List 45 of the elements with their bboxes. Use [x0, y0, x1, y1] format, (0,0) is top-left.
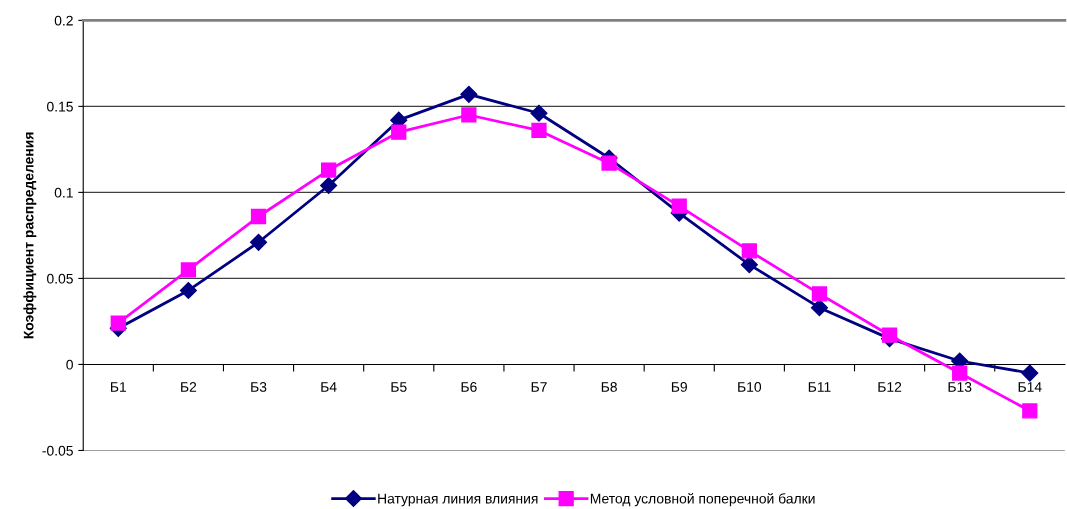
point — [460, 85, 478, 103]
point — [179, 281, 197, 300]
x-tick-label: Б8 — [601, 382, 617, 392]
legend-label: Натурная линия влияния — [378, 493, 538, 507]
point — [530, 104, 548, 122]
x-tick-label: Б5 — [391, 382, 407, 392]
point — [952, 365, 968, 381]
point — [1022, 403, 1038, 419]
x-tick-label: Б3 — [251, 382, 267, 392]
x-tick-label: Б2 — [181, 382, 197, 392]
y-axis-title: Коэффициент распределения — [23, 132, 37, 339]
point — [601, 155, 617, 171]
point — [881, 327, 898, 343]
point — [811, 286, 828, 302]
x-tick-label: Б10 — [738, 382, 762, 392]
y-tick-label: 0.2 — [54, 15, 73, 26]
x-tick-label: Б6 — [461, 382, 477, 392]
point — [1021, 364, 1039, 382]
y-tick-label: 0 — [66, 359, 73, 370]
point — [180, 262, 197, 278]
y-tick-label: -0.05 — [42, 445, 73, 456]
y-tick-label: 0.05 — [47, 273, 73, 284]
point — [531, 122, 547, 139]
point — [810, 299, 829, 317]
x-tick-label: Б9 — [671, 382, 687, 392]
point — [320, 162, 337, 178]
x-tick-label: Б12 — [878, 382, 902, 392]
y-tick-label: 0.15 — [47, 101, 73, 112]
legend-label: Метод условной поперечной балки — [590, 493, 815, 507]
x-tick-label: Б14 — [1018, 382, 1042, 392]
point — [250, 208, 267, 225]
x-tick-label: Б1 — [111, 382, 127, 392]
point — [249, 233, 268, 251]
x-tick-label: Б7 — [531, 382, 547, 392]
point — [461, 107, 477, 123]
x-tick-label: Б4 — [321, 382, 337, 392]
x-tick-label: Б11 — [808, 382, 831, 392]
x-tick-label: Б13 — [948, 382, 972, 392]
point — [320, 176, 338, 195]
point — [740, 256, 758, 274]
point — [741, 243, 757, 259]
y-tick-label: 0.1 — [54, 187, 73, 198]
point — [110, 315, 126, 331]
point — [671, 198, 687, 214]
point — [391, 124, 407, 140]
